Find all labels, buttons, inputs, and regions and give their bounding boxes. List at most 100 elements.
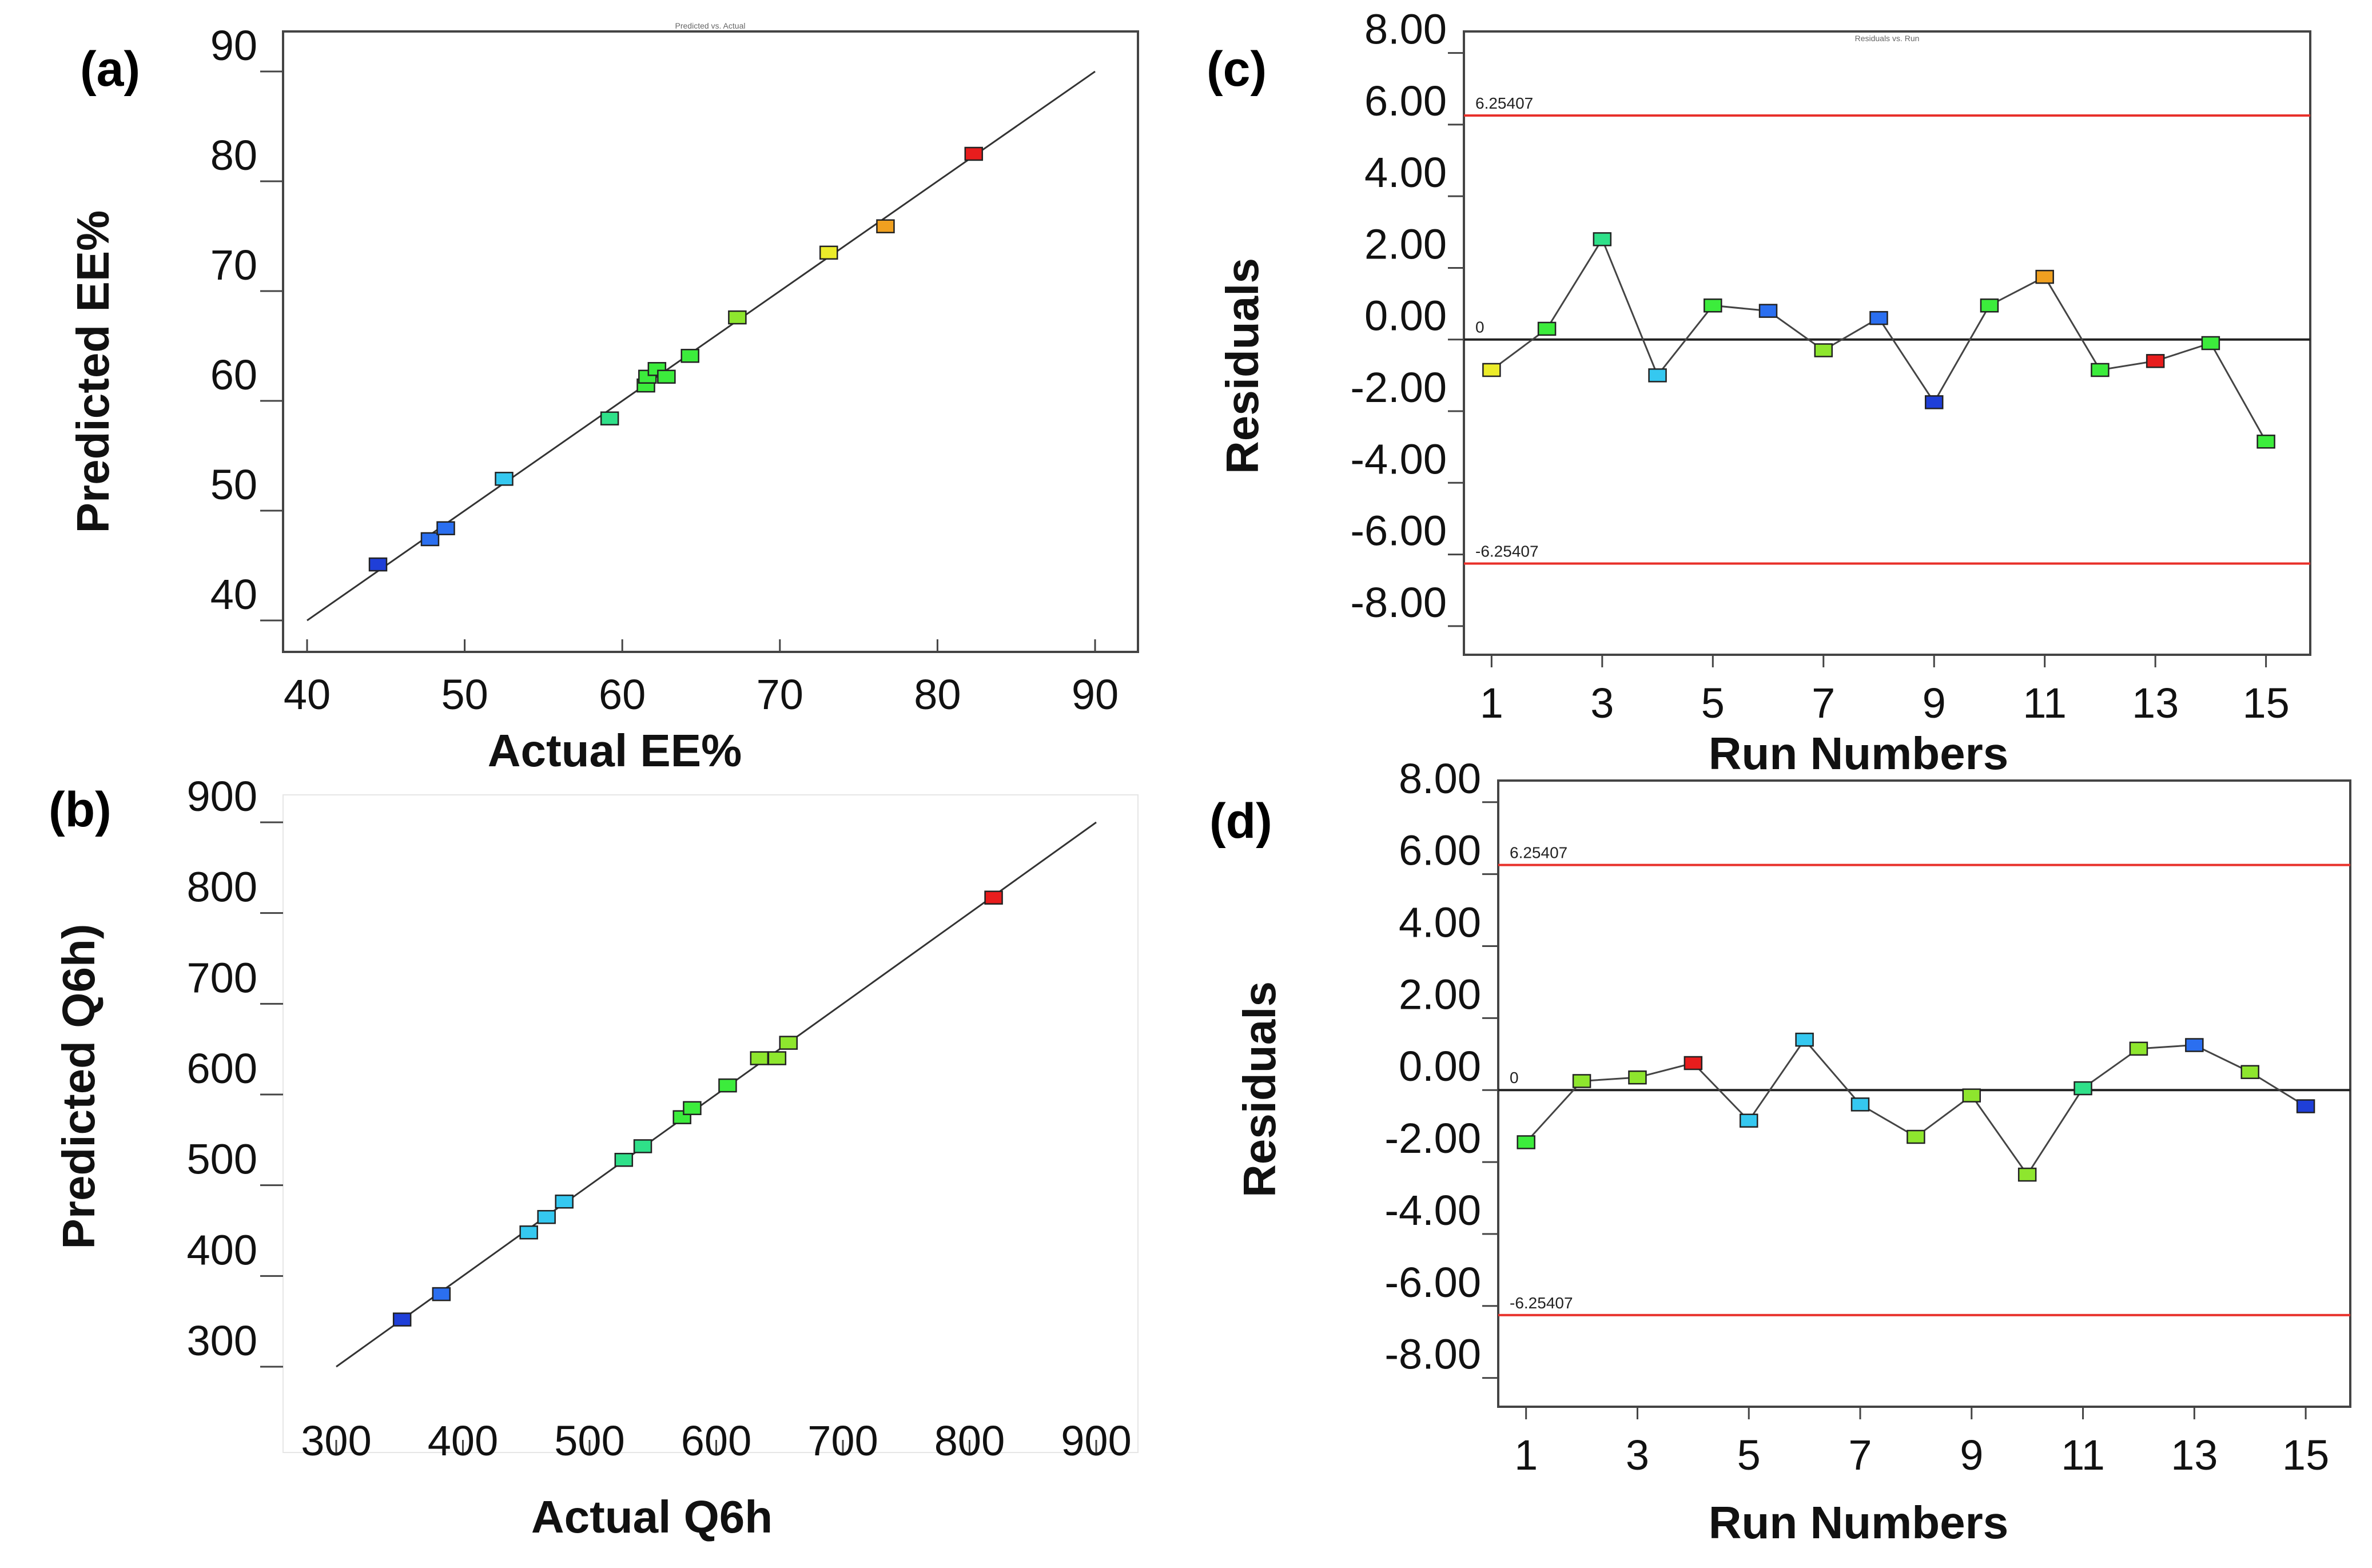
panel-a-point	[600, 411, 619, 425]
panel-c-label: (c)	[1207, 42, 1267, 97]
panel-b-y-tick-label: 800	[187, 863, 257, 911]
panel-b-point	[614, 1152, 634, 1167]
panel-b-y-tick-label: 400	[187, 1226, 257, 1273]
panel-c-point	[1648, 368, 1667, 383]
panel-d-y-ticks: 8.00 6.00 4.00 2.00 0.00 -2.00 -4.00 -6.00 -8.00	[1384, 755, 1498, 1379]
panel-a-x-tick-label: 70	[757, 671, 803, 718]
panel-d-point	[2129, 1041, 2148, 1056]
panel-c-lower-limit-label: -6.25407	[1475, 543, 1539, 560]
panel-d-points	[1517, 1032, 2315, 1182]
panel-b-x-tick-label: 900	[1061, 1417, 1131, 1464]
panel-b-point	[392, 1312, 412, 1327]
panel-a-point	[436, 521, 455, 535]
panel-c-point	[1593, 232, 1612, 246]
panel-c-point	[2201, 336, 2220, 351]
panel-b-point	[519, 1225, 538, 1240]
panel-c-point	[2035, 269, 2054, 284]
panel-c-x-tick-label: 9	[1923, 679, 1946, 727]
panel-c-y-ticks: 8.00 6.00 4.00 2.00 0.00 -2.00 -4.00 -6.00 -8.00	[1350, 6, 1464, 627]
panel-c-point	[1869, 311, 1888, 325]
panel-d-point	[1684, 1056, 1703, 1070]
panel-b-x-tick-label: 700	[807, 1417, 878, 1464]
panel-a-y-tick-label: 80	[210, 132, 257, 179]
panel-d-plot-area	[1497, 779, 2351, 1408]
panel-c-point	[1704, 298, 1722, 313]
panel-d-point	[1907, 1129, 1925, 1144]
panel-d-y-tick-label: 6.00	[1399, 827, 1481, 874]
panel-a-x-tick-label: 90	[1072, 671, 1119, 718]
panel-b-points	[392, 890, 1003, 1327]
panel-c-x-tick-label: 11	[2023, 679, 2067, 727]
panel-a-point	[680, 349, 699, 363]
panel-a-label: (a)	[80, 42, 140, 97]
panel-c-point	[1924, 395, 1944, 409]
panel-a-point	[368, 557, 388, 572]
panel-c-point	[1814, 343, 1833, 357]
panel-d-point	[1517, 1135, 1535, 1149]
panel-d-point	[2240, 1065, 2259, 1079]
panel-d-point	[1795, 1032, 1814, 1047]
panel-a-y-axis-title: Predicted EE%	[67, 210, 118, 534]
panel-c-y-tick-label: 4.00	[1364, 149, 1447, 196]
panel-d-lower-limit-label: -6.25407	[1510, 1294, 1573, 1312]
panel-d-zero-label: 0	[1510, 1069, 1519, 1087]
panel-a-point	[728, 310, 747, 325]
panel-c-x-tick-label: 3	[1590, 679, 1614, 727]
panel-c-point	[1758, 304, 1778, 318]
panel-a-y-tick-label: 40	[210, 571, 257, 618]
panel-c-x-axis-title: Run Numbers	[1709, 728, 2009, 779]
panel-d-point	[2296, 1099, 2315, 1113]
panel-c-y-tick-label: -8.00	[1350, 579, 1447, 626]
panel-d-x-tick-label: 15	[2282, 1431, 2329, 1479]
panel-a-y-ticks: 40 50 60 70 80 90	[210, 22, 283, 622]
panel-d-point	[1850, 1097, 1870, 1112]
panel-b-y-ticks: 300 400 500 600 700 800 900	[187, 773, 283, 1368]
panel-b-point	[750, 1051, 769, 1065]
panel-d-x-tick-label: 5	[1737, 1431, 1761, 1479]
panel-d-point	[2185, 1038, 2204, 1052]
panel-b-point	[537, 1209, 556, 1224]
panel-b-label: (b)	[49, 782, 112, 837]
panel-d-y-tick-label: -2.00	[1384, 1115, 1481, 1162]
panel-c-title: Residuals vs. Run	[1855, 34, 1920, 43]
panel-a-point	[819, 245, 838, 260]
panel-d-point	[2017, 1167, 2037, 1182]
panel-a-x-tick-label: 40	[284, 671, 331, 718]
panel-d-y-tick-label: 8.00	[1399, 755, 1481, 802]
panel-a-point	[964, 146, 984, 161]
panel-d-upper-limit-label: 6.25407	[1510, 844, 1567, 862]
panel-b-reference-line	[336, 821, 1097, 1368]
panel-c-y-tick-label: -2.00	[1350, 364, 1447, 411]
panel-a-points	[368, 146, 984, 572]
panel-c-y-axis-title: Residuals	[1217, 258, 1268, 474]
panel-b-plot-area	[282, 794, 1139, 1453]
panel-b-y-axis-title: Predicted Q6h)	[53, 924, 104, 1249]
panel-c-x-tick-label: 7	[1812, 679, 1835, 727]
panel-c: (c) Residuals vs. Run Run Numbers Residu…	[1207, 6, 2311, 779]
panel-c-point	[2091, 363, 2110, 377]
panel-c-point	[1980, 298, 1999, 313]
panel-b-y-tick-label: 600	[187, 1045, 257, 1092]
panel-c-x-tick-label: 1	[1480, 679, 1503, 727]
panel-a-title: Predicted vs. Actual	[675, 21, 746, 30]
panel-a-x-tick-label: 50	[441, 671, 488, 718]
panel-d-y-tick-label: 4.00	[1399, 898, 1481, 946]
panel-b-point	[718, 1078, 737, 1093]
panel-d-point	[1739, 1113, 1758, 1128]
panel-b-point	[984, 890, 1003, 905]
panel-c-x-tick-label: 13	[2132, 679, 2179, 727]
panel-a: (a) Predicted vs. Actual Actual EE% Pred…	[67, 21, 1139, 776]
panel-b: (b) Actual Q6h Predicted Q6h) 300 400 500 6…	[49, 773, 1139, 1542]
panel-a-y-tick-label: 60	[210, 351, 257, 399]
panel-b-x-tick-label: 500	[554, 1417, 624, 1464]
panel-c-upper-limit-label: 6.25407	[1475, 94, 1533, 112]
panel-b-point	[767, 1051, 787, 1065]
panel-b-y-tick-label: 500	[187, 1136, 257, 1183]
panel-b-x-axis-title: Actual Q6h	[531, 1491, 773, 1542]
panel-d-x-tick-label: 7	[1848, 1431, 1872, 1479]
panel-b-point	[633, 1139, 652, 1153]
panel-b-x-tick-label: 800	[934, 1417, 1005, 1464]
panel-b-point	[432, 1287, 451, 1302]
panel-c-point	[1537, 321, 1557, 336]
panel-a-point	[495, 472, 514, 486]
